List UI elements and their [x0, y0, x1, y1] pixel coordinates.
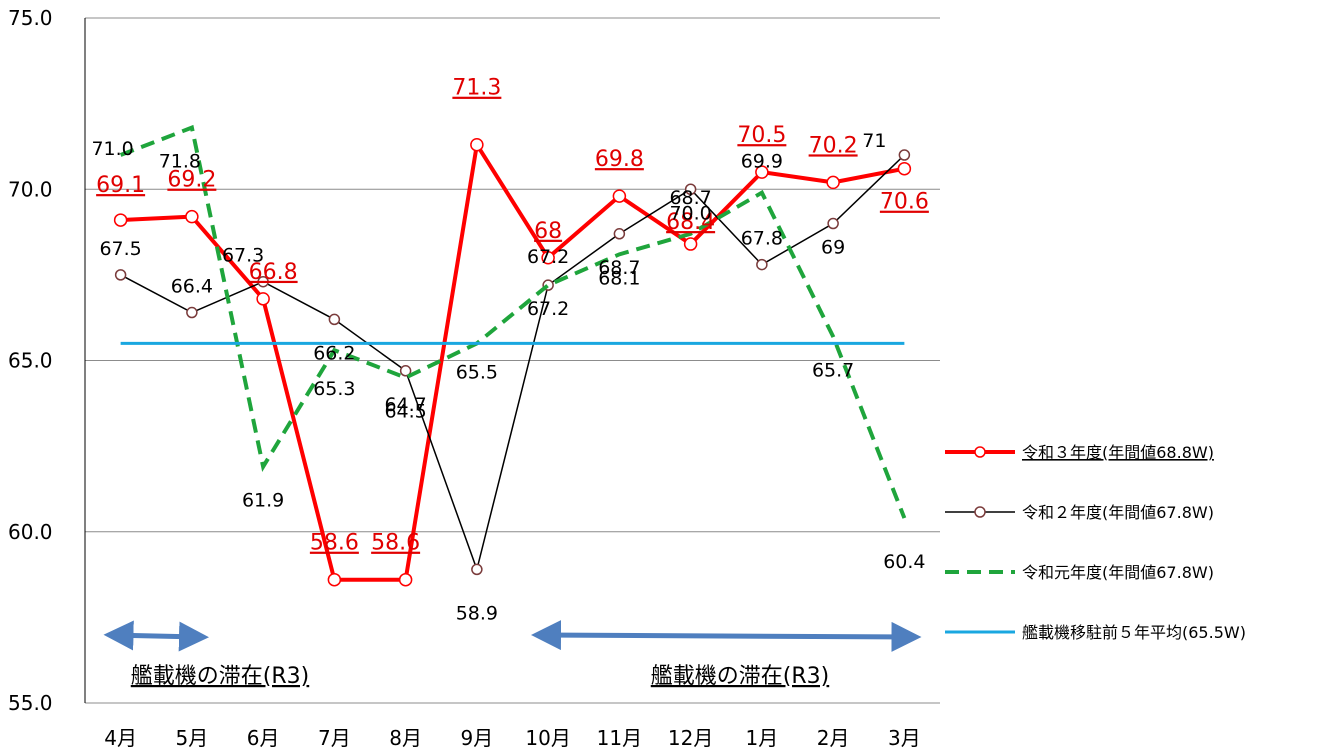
grid-lines	[85, 17, 940, 704]
data-point-r3	[113, 213, 128, 227]
legend-label-avg: 艦載機移駐前５年平均(65.5W)	[1022, 623, 1246, 642]
data-point-r3	[185, 209, 199, 224]
legend-marker-r2	[974, 506, 986, 518]
series-line-r2	[120, 154, 905, 573]
data-label-r2: 67.8	[741, 228, 783, 250]
legend-label-r2: 令和２年度(年間値67.8W)	[1022, 503, 1214, 522]
data-label-r2: 67.3	[222, 245, 264, 267]
data-label-r2: 68.7	[598, 257, 640, 279]
data-point-r2	[898, 149, 911, 161]
data-point-r3	[398, 572, 413, 587]
y-tick-label: 65.0	[8, 349, 53, 373]
legend-marker-r3	[974, 446, 986, 458]
series-line-r3	[120, 142, 905, 582]
data-label-r1: 68.1	[598, 267, 640, 289]
data-point-r2	[114, 269, 127, 281]
data-label-r3: 70.6	[880, 190, 929, 215]
annotation-label: 艦載機の滞在(R3)	[131, 664, 309, 689]
data-label-r1: 61.9	[242, 490, 284, 512]
series-line-r1	[119, 124, 907, 519]
data-label-r3: 69.1	[96, 173, 145, 198]
data-label-r1: 71.0	[91, 138, 133, 160]
data-label-r1: 65.3	[313, 378, 355, 400]
x-tick-label: 10月	[525, 726, 570, 750]
data-label-r3: 70.5	[737, 123, 786, 148]
data-point-r3	[327, 572, 342, 587]
x-axis: 4月 5月 6月 7月 8月 9月 10月 11月 12月 1月 2月 3月	[104, 726, 920, 750]
data-label-r3: 68	[534, 219, 562, 244]
data-label-r2: 69	[821, 237, 845, 259]
data-point-r2	[827, 217, 839, 230]
data-label-r3: 58.6	[310, 531, 359, 556]
data-label-r2: 66.2	[313, 342, 355, 364]
data-point-r3	[256, 292, 270, 306]
data-label-r1: 71.8	[159, 151, 201, 173]
annotations: 艦載機の滞在(R3) 艦載機の滞在(R3)	[103, 620, 922, 689]
data-point-r3	[897, 161, 912, 176]
annotation-label: 艦載機の滞在(R3)	[651, 664, 829, 689]
data-label-r2: 58.9	[456, 602, 498, 624]
data-label-r3: 58.6	[371, 531, 420, 556]
annotation-arrow	[103, 620, 209, 652]
legend-label-r3: 令和３年度(年間値68.8W)	[1022, 443, 1214, 462]
y-tick-label: 60.0	[8, 520, 53, 544]
data-label-r3: 70.2	[809, 133, 858, 158]
data-label-r1: 67.2	[527, 298, 569, 320]
data-label-r2: 64.7	[384, 394, 426, 416]
data-label-r1: 69.9	[741, 151, 783, 173]
annotation-arrow	[531, 620, 922, 652]
data-label-r3: 68.4	[666, 210, 715, 235]
x-tick-label: 5月	[176, 726, 209, 750]
data-point-r3	[470, 137, 484, 152]
x-tick-label: 3月	[888, 726, 921, 750]
data-point-r2	[471, 563, 483, 576]
data-point-r2	[756, 258, 768, 271]
data-point-r2	[257, 275, 269, 288]
data-point-r2	[613, 228, 626, 240]
x-tick-label: 8月	[389, 726, 422, 750]
x-tick-label: 4月	[104, 726, 137, 750]
y-tick-label: 55.0	[8, 691, 53, 715]
y-tick-label: 70.0	[8, 177, 53, 201]
data-label-r2: 70.0	[669, 202, 711, 224]
x-tick-label: 9月	[461, 726, 494, 750]
data-label-r1: 64.5	[384, 401, 426, 423]
data-label-r3: 69.2	[167, 168, 216, 193]
data-label-r1: 60.4	[883, 551, 925, 573]
x-tick-label: 1月	[746, 726, 779, 750]
x-tick-label: 12月	[668, 726, 713, 750]
legend-label-r1: 令和元年度(年間値67.8W)	[1022, 563, 1214, 582]
data-point-r3	[541, 251, 555, 265]
data-label-r2: 66.4	[171, 276, 213, 298]
x-tick-label: 7月	[318, 726, 351, 750]
legend: 令和３年度(年間値68.8W) 令和２年度(年間値67.8W) 令和元年度(年間値6…	[945, 443, 1246, 642]
data-point-r3	[755, 165, 769, 179]
x-tick-label: 2月	[817, 726, 850, 750]
data-label-r2: 67.2	[527, 246, 569, 268]
data-label-r3: 69.8	[595, 147, 644, 172]
data-label-r2: 67.5	[99, 238, 141, 260]
series-group	[113, 124, 912, 587]
data-labels: 69.1 69.2 66.8 58.6 58.6 71.3 68 69.8 68.4 70.5 70…	[91, 76, 928, 625]
data-point-r3	[612, 189, 627, 203]
data-point-r2	[328, 313, 341, 326]
data-label-r3: 71.3	[452, 76, 501, 101]
x-tick-label: 6月	[247, 726, 280, 750]
data-point-r2	[186, 306, 198, 319]
data-label-r3: 66.8	[249, 260, 298, 285]
data-label-r1: 65.5	[456, 361, 498, 383]
x-tick-label: 11月	[597, 726, 642, 750]
data-label-r1: 65.7	[812, 360, 854, 382]
data-label-r2: 71	[862, 130, 886, 152]
data-point-r3	[826, 175, 840, 190]
data-point-r2	[399, 365, 412, 377]
y-axis: 55.0 60.0 65.0 70.0 75.0	[8, 6, 86, 715]
data-point-r2	[684, 183, 697, 195]
data-point-r3	[683, 237, 698, 251]
data-label-r1: 68.7	[669, 187, 711, 209]
y-tick-label: 75.0	[8, 6, 53, 30]
